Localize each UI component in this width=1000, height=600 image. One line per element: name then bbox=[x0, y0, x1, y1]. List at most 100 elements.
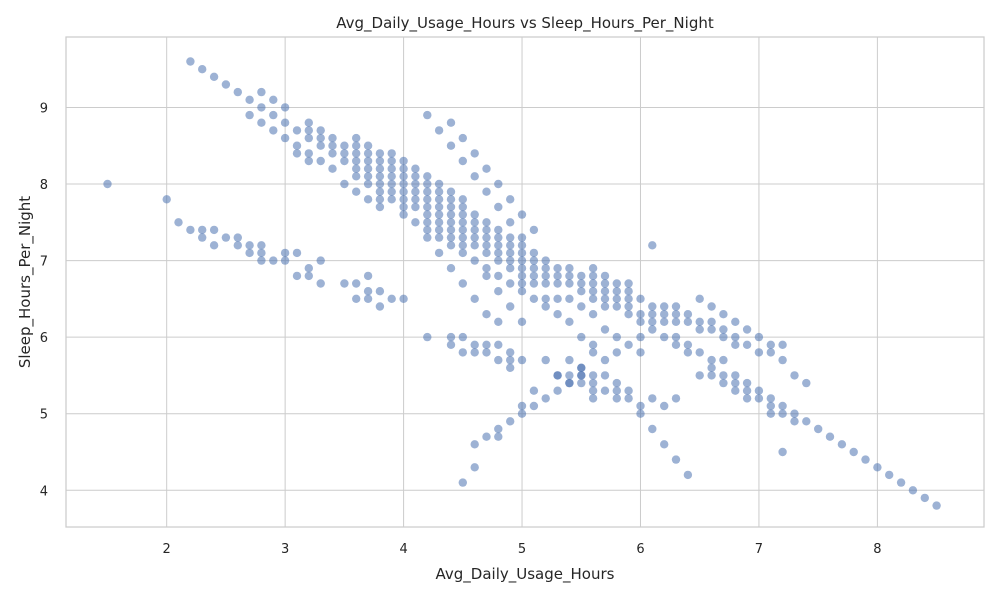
data-point bbox=[399, 294, 408, 303]
x-tick-label: 7 bbox=[755, 542, 763, 557]
data-point bbox=[624, 394, 633, 403]
data-point bbox=[790, 417, 799, 426]
data-point bbox=[352, 156, 361, 166]
data-point bbox=[719, 371, 728, 380]
data-point bbox=[328, 164, 337, 173]
data-point bbox=[280, 256, 290, 265]
data-point bbox=[375, 149, 385, 158]
data-point bbox=[363, 287, 373, 296]
data-point bbox=[742, 378, 752, 388]
data-point bbox=[399, 210, 408, 219]
data-point bbox=[304, 126, 313, 135]
data-point bbox=[304, 264, 313, 273]
data-point bbox=[470, 172, 479, 181]
x-tick-label: 2 bbox=[163, 542, 171, 557]
data-point bbox=[399, 179, 408, 189]
data-point bbox=[671, 340, 681, 349]
data-point bbox=[494, 248, 503, 258]
data-point bbox=[482, 271, 491, 281]
data-point bbox=[577, 378, 586, 388]
data-point bbox=[186, 57, 195, 66]
y-tick-label: 8 bbox=[40, 178, 48, 193]
data-point bbox=[494, 355, 503, 365]
data-point bbox=[553, 310, 562, 319]
data-point bbox=[328, 141, 337, 150]
data-point bbox=[257, 118, 266, 127]
data-point bbox=[375, 302, 385, 311]
data-point bbox=[363, 271, 373, 281]
data-point bbox=[588, 294, 598, 303]
data-point bbox=[363, 141, 373, 150]
data-point bbox=[494, 271, 503, 281]
data-point bbox=[292, 141, 302, 150]
data-point bbox=[316, 279, 325, 288]
data-point bbox=[363, 294, 373, 303]
data-point bbox=[565, 355, 574, 365]
data-point bbox=[269, 110, 278, 120]
data-point bbox=[363, 149, 373, 158]
data-point bbox=[541, 394, 550, 403]
data-point bbox=[648, 241, 657, 250]
data-point bbox=[577, 279, 586, 288]
data-point bbox=[446, 202, 456, 212]
data-point bbox=[506, 348, 515, 357]
data-point bbox=[411, 202, 420, 212]
data-point bbox=[494, 432, 503, 441]
data-point bbox=[482, 164, 491, 173]
y-tick-labels: 4 5 6 7 8 9 bbox=[40, 101, 48, 499]
data-point bbox=[778, 401, 787, 411]
data-point bbox=[470, 340, 479, 349]
data-point bbox=[494, 225, 503, 235]
x-tick-label: 3 bbox=[281, 542, 289, 557]
data-point bbox=[541, 279, 550, 288]
data-point bbox=[506, 256, 515, 265]
data-point bbox=[103, 179, 112, 189]
y-axis-title: Sleep_Hours_Per_Night bbox=[16, 196, 35, 368]
data-point bbox=[885, 470, 894, 480]
data-point bbox=[292, 271, 302, 281]
data-point bbox=[778, 447, 787, 457]
data-point bbox=[541, 355, 550, 365]
data-point bbox=[363, 156, 373, 166]
data-point bbox=[517, 256, 527, 265]
data-point bbox=[506, 264, 515, 273]
data-point bbox=[399, 202, 408, 212]
data-point bbox=[233, 241, 242, 250]
data-point bbox=[340, 141, 349, 150]
data-point bbox=[849, 447, 858, 457]
data-point bbox=[458, 218, 467, 227]
data-point bbox=[494, 317, 503, 326]
data-point bbox=[316, 133, 325, 143]
data-point bbox=[340, 149, 349, 158]
data-point bbox=[269, 95, 278, 105]
data-point bbox=[778, 340, 787, 349]
data-point bbox=[269, 126, 278, 135]
data-point bbox=[873, 463, 882, 472]
data-point bbox=[387, 294, 396, 303]
data-point bbox=[363, 164, 373, 173]
data-point bbox=[612, 386, 621, 395]
data-point bbox=[636, 310, 645, 319]
data-point bbox=[624, 294, 633, 303]
data-point bbox=[506, 218, 515, 227]
data-point bbox=[446, 241, 456, 250]
data-point bbox=[660, 401, 669, 411]
data-point bbox=[292, 149, 302, 158]
data-point bbox=[636, 332, 645, 342]
data-point bbox=[588, 310, 598, 319]
data-point bbox=[588, 378, 598, 388]
data-point bbox=[541, 302, 550, 311]
data-point bbox=[506, 248, 515, 258]
data-point bbox=[624, 287, 633, 296]
data-point bbox=[683, 317, 693, 326]
data-point bbox=[778, 355, 787, 365]
data-point bbox=[660, 317, 669, 326]
data-point bbox=[565, 317, 574, 326]
data-point bbox=[648, 310, 657, 319]
data-point bbox=[577, 302, 586, 311]
plot-frame bbox=[65, 36, 985, 528]
data-point bbox=[375, 202, 385, 212]
data-point bbox=[731, 317, 740, 326]
data-point bbox=[707, 302, 716, 311]
data-point bbox=[423, 218, 432, 227]
